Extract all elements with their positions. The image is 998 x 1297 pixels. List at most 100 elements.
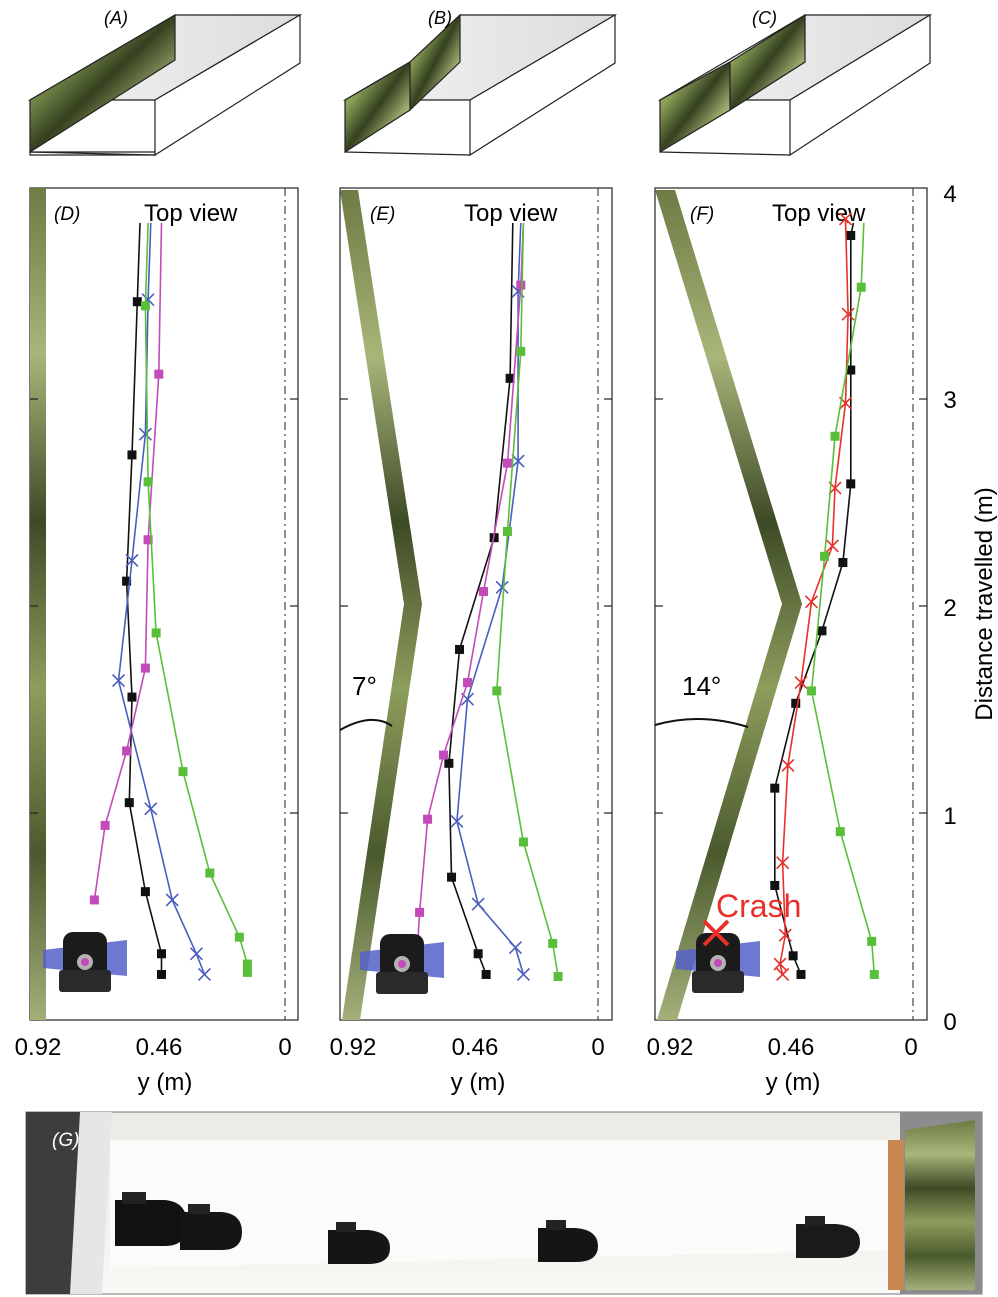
data-point-blue	[138, 427, 152, 441]
panel-d-x-axis-label: y (m)	[138, 1069, 193, 1096]
data-point-black	[817, 626, 827, 636]
data-point-black	[127, 692, 137, 702]
robot-base	[692, 971, 744, 993]
data-point-blue	[495, 580, 509, 594]
crash-marker	[702, 919, 730, 947]
panel-d-robot	[43, 932, 127, 992]
data-point-green	[516, 346, 526, 356]
data-point-green	[178, 767, 188, 777]
robot-photo-1	[115, 1192, 187, 1246]
panel-f-plot: 14° (F) Top view Crash 0.92 0.46 0 y (m)	[647, 187, 928, 1096]
data-point-blue	[125, 553, 139, 568]
panel-e-wall	[340, 190, 422, 1020]
data-point-blue	[165, 893, 179, 907]
robot-base	[376, 972, 428, 994]
data-point-magenta	[415, 907, 425, 917]
data-point-magenta	[502, 458, 512, 468]
panel-d-x-tick-092: 0.92	[15, 1034, 62, 1061]
panel-e-x-tick-092: 0.92	[330, 1034, 377, 1061]
panel-d-top-view: Top view	[144, 200, 238, 227]
robot-photo-2	[180, 1204, 242, 1250]
data-point-black	[157, 949, 166, 959]
data-point-magenta	[100, 820, 110, 830]
box-b-illustration	[342, 13, 618, 157]
y-tick-0: 0	[943, 1009, 956, 1036]
panel-e-angle-arc	[339, 719, 393, 731]
data-point-black	[447, 872, 457, 882]
data-point-magenta	[89, 895, 99, 905]
data-point-red	[825, 539, 839, 553]
series-line-green	[144, 222, 249, 973]
panel-label-a: (A)	[104, 8, 128, 28]
data-point-magenta	[154, 369, 164, 379]
data-point-blue	[144, 802, 158, 816]
data-point-red	[778, 928, 792, 942]
y-tick-4: 4	[943, 181, 956, 208]
panel-e-x-axis-label: y (m)	[451, 1069, 506, 1096]
data-point-blue	[450, 814, 464, 828]
data-point-black	[124, 798, 134, 808]
data-point-black	[791, 698, 801, 708]
panel-f-ticks	[655, 398, 927, 814]
panel-f-robot	[676, 933, 760, 993]
robot-marker	[398, 960, 406, 968]
data-point-green	[830, 431, 840, 441]
panel-d-wall	[30, 188, 46, 1020]
arena-photo: (G)	[25, 1111, 983, 1295]
data-point-red	[773, 957, 787, 971]
panel-e-frame	[339, 187, 613, 1021]
data-point-magenta	[439, 750, 449, 760]
y-tick-1: 1	[943, 803, 956, 830]
panel-d-plot: (D) Top view 0.92 0.46 0 y (m)	[15, 187, 299, 1096]
panel-f-label: (F)	[690, 204, 714, 225]
panel-f-angle-arc	[654, 718, 749, 728]
panel-d-x-tick-046: 0.46	[136, 1034, 183, 1061]
series-line-blue	[456, 222, 525, 975]
data-point-magenta	[143, 535, 153, 545]
panel-f-x-tick-0: 0	[904, 1034, 917, 1061]
panel-d-frame	[29, 187, 299, 1021]
data-point-blue	[197, 967, 212, 982]
box-c-illustration	[657, 13, 933, 157]
panel-e-plot: 7° (E) Top view 0.92 0.46 0 y (m)	[330, 187, 613, 1096]
box-a-illustration	[27, 13, 303, 157]
data-point-green	[502, 526, 512, 536]
panel-e-x-tick-0: 0	[591, 1034, 604, 1061]
data-point-green	[492, 686, 502, 696]
data-point-black	[796, 969, 806, 979]
series-line-green	[495, 222, 559, 977]
panel-d-ticks	[30, 398, 298, 814]
panel-d-label: (D)	[54, 204, 80, 225]
panel-f-x-tick-092: 0.92	[647, 1034, 694, 1061]
panel-e-label: (E)	[370, 204, 395, 225]
panel-label-g: (G)	[52, 1130, 79, 1151]
data-point-black	[140, 887, 150, 897]
data-point-magenta	[463, 678, 473, 688]
data-point-black	[122, 576, 132, 586]
data-point-black	[127, 450, 137, 460]
data-point-black	[838, 558, 848, 568]
data-point-green	[806, 686, 816, 696]
y-tick-3: 3	[943, 387, 956, 414]
data-point-blue	[508, 940, 523, 955]
data-point-black	[132, 297, 142, 307]
panel-e-angle-label: 7°	[352, 671, 377, 701]
data-point-green	[242, 967, 252, 977]
data-point-black	[770, 783, 780, 793]
robot-photo-5	[796, 1216, 860, 1258]
distance-axis: 4 3 2 1 0 Distance travelled (m)	[943, 181, 998, 1036]
data-point-green	[151, 628, 161, 638]
data-point-red	[804, 595, 819, 609]
panel-d-series	[89, 222, 252, 982]
data-point-green	[143, 477, 153, 487]
data-point-red	[841, 307, 855, 321]
series-line-green	[810, 222, 876, 975]
data-point-black	[846, 230, 856, 240]
robot-base	[59, 970, 111, 992]
panel-label-c: (C)	[752, 8, 777, 28]
panel-e-top-view: Top view	[464, 200, 558, 227]
data-point-red	[776, 856, 790, 870]
data-point-black	[444, 758, 454, 768]
data-point-green	[553, 972, 563, 982]
data-point-red	[794, 676, 808, 690]
